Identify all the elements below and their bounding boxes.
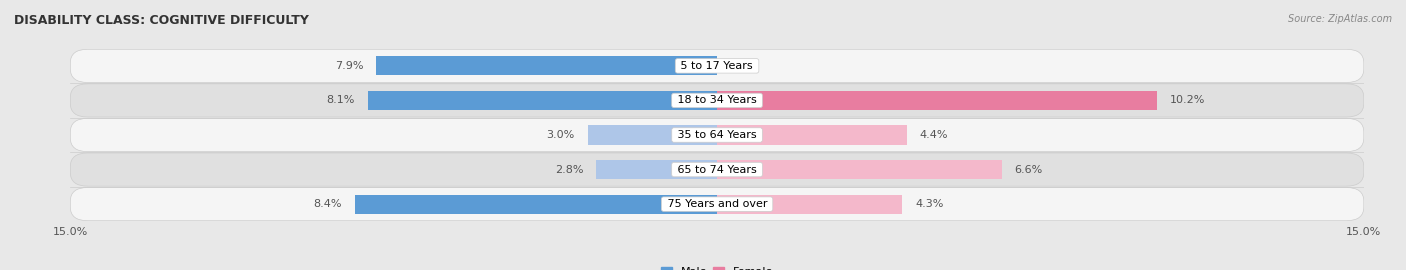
Text: 75 Years and over: 75 Years and over (664, 199, 770, 209)
Text: 65 to 74 Years: 65 to 74 Years (673, 164, 761, 175)
Bar (717, 91, 1157, 110)
Text: 8.4%: 8.4% (314, 199, 342, 209)
FancyBboxPatch shape (70, 84, 1364, 117)
Text: 3.0%: 3.0% (547, 130, 575, 140)
FancyBboxPatch shape (70, 188, 1364, 221)
Text: 7.9%: 7.9% (335, 61, 364, 71)
Text: 2.8%: 2.8% (555, 164, 583, 175)
Text: 4.4%: 4.4% (920, 130, 948, 140)
Bar (596, 160, 717, 179)
Bar (354, 195, 717, 214)
Legend: Male, Female: Male, Female (657, 262, 778, 270)
Text: 35 to 64 Years: 35 to 64 Years (673, 130, 761, 140)
Text: 6.6%: 6.6% (1015, 164, 1043, 175)
Text: 4.3%: 4.3% (915, 199, 943, 209)
Text: 5 to 17 Years: 5 to 17 Years (678, 61, 756, 71)
Text: 8.1%: 8.1% (326, 95, 354, 106)
Text: DISABILITY CLASS: COGNITIVE DIFFICULTY: DISABILITY CLASS: COGNITIVE DIFFICULTY (14, 14, 309, 26)
Text: 0.0%: 0.0% (730, 61, 758, 71)
Text: 10.2%: 10.2% (1170, 95, 1205, 106)
Bar (377, 56, 717, 75)
Bar (588, 126, 717, 144)
Text: 18 to 34 Years: 18 to 34 Years (673, 95, 761, 106)
FancyBboxPatch shape (70, 153, 1364, 186)
FancyBboxPatch shape (70, 119, 1364, 151)
Bar (717, 195, 903, 214)
Text: Source: ZipAtlas.com: Source: ZipAtlas.com (1288, 14, 1392, 23)
Bar (717, 160, 1001, 179)
Bar (368, 91, 717, 110)
Bar (717, 126, 907, 144)
FancyBboxPatch shape (70, 49, 1364, 82)
